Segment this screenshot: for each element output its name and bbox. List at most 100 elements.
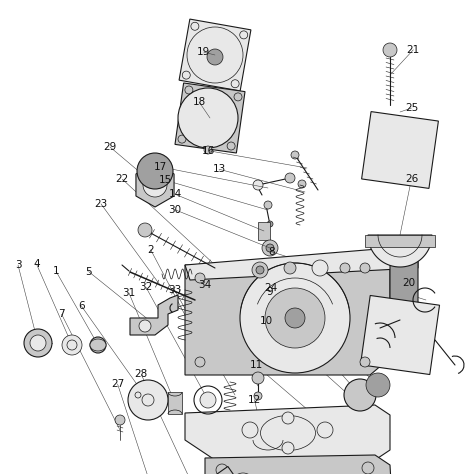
Circle shape: [264, 201, 272, 209]
Circle shape: [240, 31, 248, 39]
Circle shape: [360, 263, 370, 273]
Text: 8: 8: [268, 246, 274, 257]
Circle shape: [340, 263, 350, 273]
Circle shape: [390, 325, 410, 345]
Circle shape: [115, 415, 125, 425]
Text: 33: 33: [168, 285, 181, 295]
Text: 19: 19: [197, 47, 210, 57]
Polygon shape: [130, 295, 178, 335]
Circle shape: [137, 153, 173, 189]
Circle shape: [191, 22, 199, 30]
Bar: [365, 235, 435, 247]
Circle shape: [204, 146, 212, 154]
Text: 15: 15: [158, 175, 172, 185]
Circle shape: [90, 337, 106, 353]
Circle shape: [216, 464, 228, 474]
Text: 10: 10: [260, 316, 273, 326]
Circle shape: [372, 307, 428, 363]
Polygon shape: [368, 235, 432, 267]
Circle shape: [383, 43, 397, 57]
Circle shape: [195, 273, 205, 283]
Circle shape: [252, 372, 264, 384]
Circle shape: [375, 125, 425, 175]
Circle shape: [285, 173, 295, 183]
Circle shape: [420, 364, 428, 372]
Polygon shape: [362, 111, 438, 188]
Polygon shape: [205, 455, 392, 474]
Text: 18: 18: [192, 97, 206, 107]
Circle shape: [284, 262, 296, 274]
Text: 9: 9: [266, 287, 273, 298]
Text: 14: 14: [169, 189, 182, 200]
Circle shape: [262, 240, 278, 256]
Circle shape: [428, 307, 437, 315]
Text: 34: 34: [198, 280, 211, 291]
Circle shape: [428, 122, 436, 130]
Text: 1: 1: [53, 266, 59, 276]
Polygon shape: [191, 466, 236, 474]
Circle shape: [372, 299, 380, 307]
Polygon shape: [175, 83, 245, 153]
Text: 5: 5: [85, 266, 92, 277]
Circle shape: [312, 260, 328, 276]
Ellipse shape: [90, 339, 106, 351]
Circle shape: [252, 262, 268, 278]
Circle shape: [266, 244, 274, 252]
Polygon shape: [185, 248, 390, 375]
Text: 7: 7: [58, 309, 65, 319]
Circle shape: [207, 49, 223, 65]
Text: 3: 3: [15, 260, 21, 270]
Text: 21: 21: [407, 45, 420, 55]
Text: 31: 31: [122, 288, 136, 298]
Circle shape: [231, 80, 239, 88]
Text: 6: 6: [78, 301, 85, 311]
Circle shape: [182, 71, 190, 79]
Circle shape: [62, 335, 82, 355]
Circle shape: [138, 223, 152, 237]
Text: 16: 16: [202, 146, 215, 156]
Circle shape: [240, 263, 350, 373]
Text: 30: 30: [168, 204, 181, 215]
Text: 13: 13: [212, 164, 226, 174]
Circle shape: [385, 135, 415, 165]
Circle shape: [285, 308, 305, 328]
Text: 28: 28: [135, 369, 148, 380]
Text: 29: 29: [103, 142, 117, 152]
Circle shape: [143, 173, 167, 197]
Circle shape: [267, 221, 273, 227]
Text: 25: 25: [405, 103, 418, 113]
Circle shape: [128, 380, 168, 420]
Circle shape: [234, 93, 242, 101]
Circle shape: [372, 115, 380, 122]
Circle shape: [360, 357, 370, 367]
Circle shape: [139, 320, 151, 332]
Circle shape: [187, 27, 243, 83]
Circle shape: [291, 151, 299, 159]
Circle shape: [142, 394, 154, 406]
Circle shape: [242, 422, 258, 438]
Circle shape: [178, 135, 186, 143]
Polygon shape: [185, 405, 390, 460]
Bar: [168, 392, 182, 414]
Text: 26: 26: [405, 174, 418, 184]
Text: 2: 2: [147, 245, 154, 255]
Circle shape: [420, 177, 428, 185]
Circle shape: [195, 357, 205, 367]
Circle shape: [254, 392, 262, 400]
Circle shape: [67, 340, 77, 350]
Polygon shape: [185, 248, 418, 280]
Polygon shape: [136, 163, 174, 207]
Text: 24: 24: [264, 283, 278, 293]
Text: 11: 11: [249, 360, 263, 371]
Text: 22: 22: [116, 174, 129, 184]
Text: 4: 4: [33, 259, 40, 269]
Circle shape: [265, 288, 325, 348]
Circle shape: [231, 473, 255, 474]
Circle shape: [178, 88, 238, 148]
Text: 17: 17: [154, 162, 167, 172]
Circle shape: [227, 142, 235, 150]
Circle shape: [364, 356, 372, 364]
Text: 12: 12: [248, 394, 261, 405]
Circle shape: [362, 462, 374, 474]
Text: 20: 20: [402, 278, 415, 289]
